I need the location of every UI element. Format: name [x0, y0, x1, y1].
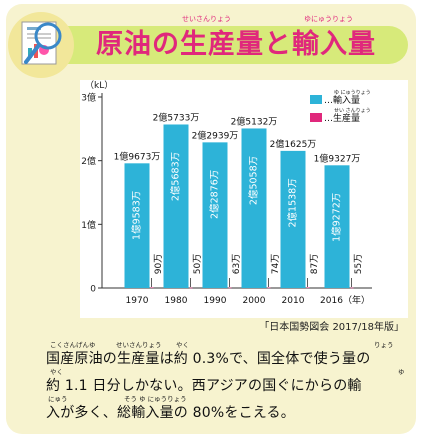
page-title: 原油の生産量と輸入量: [96, 29, 376, 60]
production-bar: [228, 287, 232, 289]
production-value-label: 55万: [354, 254, 364, 274]
legend-import-ruby: ゆ にゅうりょう: [334, 90, 371, 96]
import-value-label: 1億9272万: [331, 193, 343, 242]
x-tick-label: 1980: [165, 296, 188, 306]
legend-production-ruby: せい さんりょう: [334, 107, 371, 114]
import-value-label: 2億5058万: [248, 156, 260, 205]
production-value-label: 87万: [310, 254, 320, 274]
production-bar: [150, 287, 154, 289]
legend-import-label: …輸入量: [324, 94, 360, 106]
x-tick-label: 2016（年）: [320, 294, 370, 306]
body-line-3: 入が多く、総輸入量の 80%をこえる。: [46, 405, 295, 421]
y-tick-label: 3億: [81, 92, 96, 104]
title-banner: [20, 26, 408, 64]
production-value-label: 74万: [271, 254, 281, 274]
production-bar: [189, 287, 193, 289]
body-ruby-7: にゅう: [48, 395, 68, 403]
import-bar: [324, 165, 350, 288]
unit-label: （kL）: [85, 80, 113, 91]
bar-chart: （kL）3億 2億 1億 0 1億9673万 1億9583万 90万 1970 2億5733万 2…: [81, 80, 372, 306]
x-tick-label: 1990: [204, 296, 227, 306]
import-bar: [241, 128, 267, 288]
body-ruby-1: こくさんげんゆ: [50, 341, 96, 349]
body-ruby-2: せいさんりょう: [116, 341, 162, 349]
production-bar: [350, 287, 354, 289]
y-tick-label: 0: [90, 285, 96, 295]
y-tick-label: 1億: [81, 219, 96, 231]
production-bar: [267, 287, 271, 289]
import-value-label: 1億9583万: [131, 191, 143, 240]
y-tick-label: 2億: [81, 155, 96, 167]
production-value-label: 63万: [232, 254, 242, 274]
total-label: 1億9673万: [114, 150, 161, 162]
body-line-2: 約 1.1 日分しかない。西アジアの国ぐにからの輸: [46, 378, 362, 394]
logo-badge: [8, 12, 74, 78]
import-bar: [280, 150, 306, 288]
x-tick-label: 2000: [243, 296, 266, 306]
x-tick-label: 2010: [282, 296, 305, 306]
import-value-label: 2億2876万: [209, 170, 221, 219]
import-bar: [163, 124, 189, 289]
source-note: 「日本国勢図会 2017/18年版」: [259, 322, 404, 333]
body-ruby-4: りょう: [374, 341, 394, 349]
x-tick-label: 1970: [126, 296, 149, 306]
total-label: 1億9327万: [314, 152, 361, 164]
title-ruby-yunyuryo: ゆにゅうりょう: [304, 15, 353, 23]
legend-import-swatch: [310, 95, 322, 104]
legend-production-label: …生産量: [324, 112, 360, 124]
magnifier-document-icon: [21, 21, 62, 65]
body-line-1: 国産原油の生産量は約 0.3%で、国全体で使う量の: [46, 351, 371, 367]
legend-production-swatch: [310, 113, 322, 122]
import-bar: [202, 142, 228, 288]
body-ruby-6: ゆ: [398, 368, 405, 376]
production-value-label: 90万: [154, 254, 164, 274]
total-label: 2億2939万: [192, 129, 239, 141]
import-value-label: 2億1538万: [287, 178, 299, 227]
total-label: 2億1625万: [270, 138, 317, 150]
body-ruby-3: やく: [176, 341, 189, 349]
total-label: 2億5132万: [231, 115, 278, 127]
body-ruby-8: そう ゆ にゅうりょう: [124, 395, 187, 403]
import-bar: [124, 163, 150, 288]
body-ruby-5: やく: [50, 368, 63, 376]
production-bar: [306, 287, 310, 289]
import-value-label: 2億5683万: [170, 152, 182, 201]
total-label: 2億5733万: [153, 111, 200, 123]
production-value-label: 50万: [193, 254, 203, 274]
title-ruby-seisanryo: せいさんりょう: [182, 15, 231, 23]
